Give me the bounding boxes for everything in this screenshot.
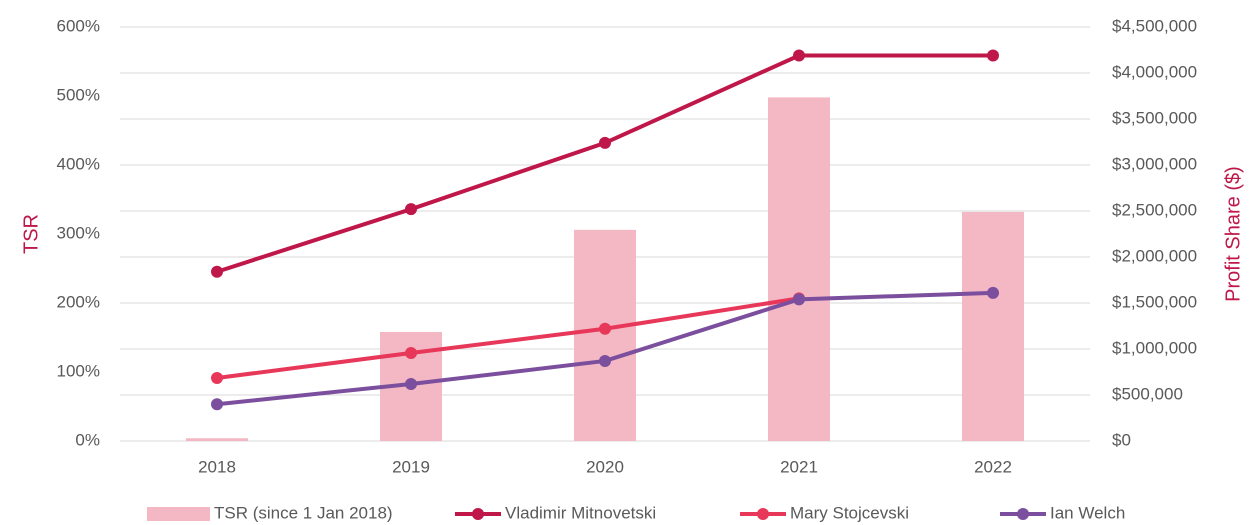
y-tick-label: 200% [57,292,100,311]
marker [599,322,611,335]
marker [599,136,611,149]
marker [211,265,223,278]
y2-tick-label: $500,000 [1112,384,1183,403]
y-tick-label: 0% [75,430,100,449]
y-axis-title: TSR [20,214,42,254]
bar [186,438,248,441]
y-tick-label: 300% [57,223,100,242]
legend-label: Ian Welch [1050,503,1125,522]
marker [405,203,417,216]
y2-tick-label: $4,000,000 [1112,62,1197,81]
y2-tick-label: $4,500,000 [1112,16,1197,35]
marker [211,371,223,384]
line [216,296,800,380]
x-tick-label: 2018 [198,457,236,476]
y-tick-label: 600% [57,16,100,35]
marker [405,377,417,390]
bar [962,211,1024,441]
y-tick-label: 100% [57,361,100,380]
legend-label: TSR (since 1 Jan 2018) [214,503,393,522]
legend-swatch [757,508,769,520]
marker [987,286,999,299]
y2-tick-label: $1,500,000 [1112,292,1197,311]
x-tick-label: 2019 [392,457,430,476]
marker [987,49,999,62]
legend-swatch [147,507,210,521]
y2-tick-label: $2,000,000 [1112,246,1197,265]
marker [599,354,611,367]
y2-tick-label: $0 [1112,430,1131,449]
bar [574,229,636,441]
bar [768,97,830,441]
marker [793,293,805,306]
x-tick-label: 2020 [586,457,624,476]
y2-tick-label: $1,000,000 [1112,338,1197,357]
legend-swatch [1017,508,1029,520]
marker [405,346,417,359]
legend-label: Vladimir Mitnovetski [505,503,656,522]
y2-axis-title: Profit Share ($) [1222,166,1244,302]
y2-tick-label: $2,500,000 [1112,200,1197,219]
x-tick-label: 2021 [780,457,818,476]
y-tick-label: 400% [57,154,100,173]
y2-tick-label: $3,000,000 [1112,154,1197,173]
y-tick-label: 500% [57,85,100,104]
legend-swatch [472,508,484,520]
legend-label: Mary Stojcevski [790,503,909,522]
marker [211,398,223,411]
x-tick-label: 2022 [974,457,1012,476]
y2-tick-label: $3,500,000 [1112,108,1197,127]
marker [793,49,805,62]
